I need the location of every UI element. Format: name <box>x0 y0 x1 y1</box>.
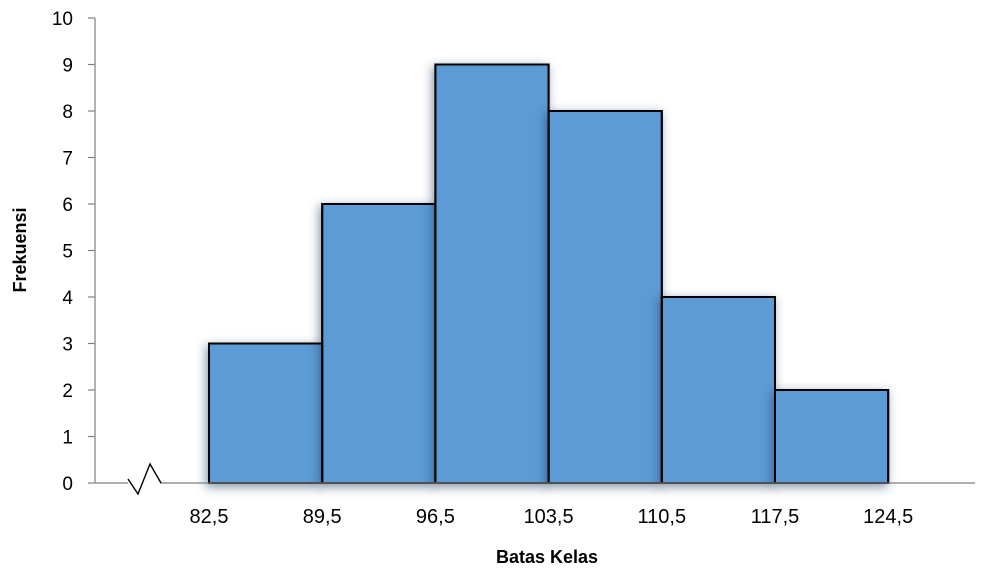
histogram-bar-2 <box>321 203 437 484</box>
y-tick-label-7: 7 <box>62 149 73 170</box>
axis-break-gap <box>128 480 160 486</box>
y-tick-label-3: 3 <box>62 335 73 356</box>
bars-layer <box>208 63 890 484</box>
ticks-layer: 0 1 2 3 4 5 6 7 8 9 10 82,5 89,5 96,5 103,5 110,5 117,5 1… <box>52 9 913 528</box>
y-axis-title: Frekuensi <box>10 207 30 292</box>
y-tick-label-6: 6 <box>62 195 73 216</box>
x-tick-label-5: 110,5 <box>638 506 687 528</box>
histogram-bar-1 <box>208 342 324 484</box>
y-tick-label-1: 1 <box>62 428 73 449</box>
y-tick-label-0: 0 <box>62 474 73 495</box>
histogram-bar-3 <box>434 63 550 484</box>
x-tick-label-4: 103,5 <box>524 506 574 528</box>
axis-break-mark <box>127 462 162 496</box>
histogram-bar-6 <box>774 389 890 484</box>
histogram-bar-5 <box>660 296 776 484</box>
y-tick-label-10: 10 <box>52 9 73 30</box>
y-tick-label-9: 9 <box>62 56 73 77</box>
x-tick-label-1: 82,5 <box>190 506 229 528</box>
y-tick-label-4: 4 <box>62 288 73 309</box>
histogram-bar-4 <box>547 110 663 484</box>
y-tick-label-8: 8 <box>62 102 73 123</box>
y-tick-label-5: 5 <box>62 242 73 263</box>
x-tick-label-7: 124,5 <box>863 506 913 528</box>
x-tick-label-2: 89,5 <box>303 506 342 528</box>
x-tick-label-6: 117,5 <box>751 506 800 528</box>
x-tick-label-3: 96,5 <box>416 506 455 528</box>
y-tick-label-2: 2 <box>62 381 73 402</box>
x-axis-title: Batas Kelas <box>496 547 598 567</box>
